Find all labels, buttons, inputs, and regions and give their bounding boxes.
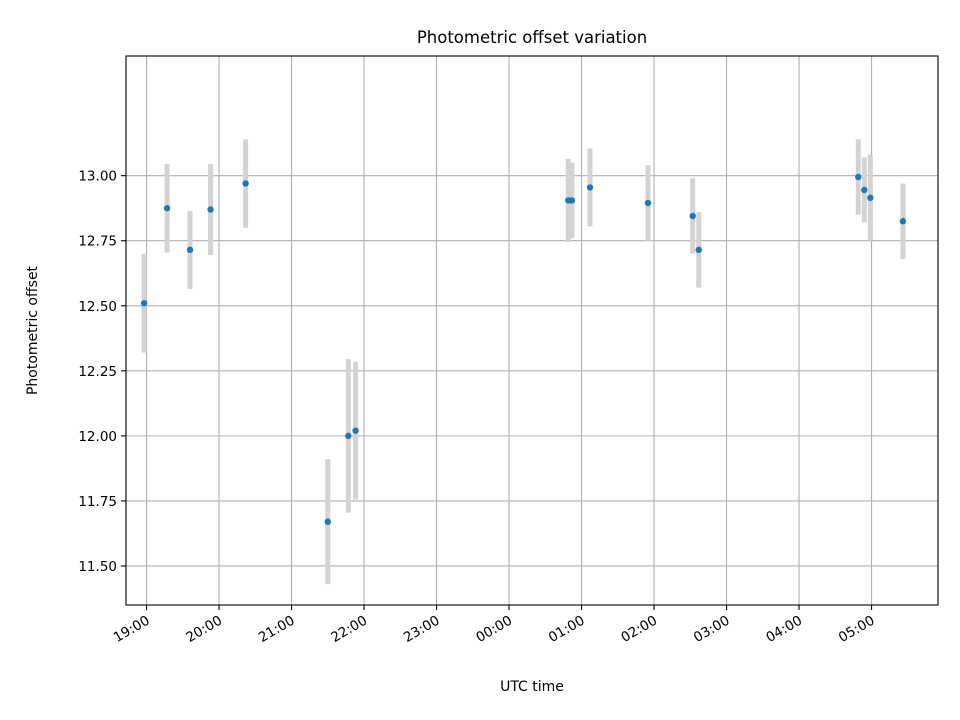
chart-title: Photometric offset variation	[417, 28, 647, 47]
y-axis-title: Photometric offset	[25, 265, 41, 395]
data-point	[352, 427, 359, 434]
y-tick-label: 11.50	[78, 559, 117, 575]
y-tick-label: 12.75	[78, 234, 117, 250]
y-tick-label: 13.00	[78, 169, 117, 185]
y-tick-label: 12.50	[78, 299, 117, 315]
data-point	[867, 194, 874, 202]
plot-area-frame	[125, 55, 939, 606]
data-point	[586, 184, 594, 191]
data-point	[207, 206, 214, 213]
data-point	[899, 218, 907, 225]
y-tick-label: 12.00	[78, 429, 117, 445]
data-point	[345, 432, 352, 440]
data-point	[689, 212, 696, 220]
x-axis-title: UTC time	[500, 679, 564, 695]
data-point	[140, 299, 148, 307]
data-point	[186, 246, 194, 254]
data-points	[140, 173, 907, 525]
data-point	[855, 173, 862, 181]
data-point	[861, 186, 868, 194]
data-point	[568, 197, 576, 204]
data-point	[644, 199, 652, 207]
grid	[126, 56, 938, 605]
data-point	[324, 518, 331, 525]
data-point	[695, 246, 702, 254]
data-point	[242, 180, 249, 187]
y-tick-label: 12.25	[78, 364, 117, 380]
data-point	[163, 205, 171, 212]
y-tick-label: 11.75	[78, 494, 117, 510]
